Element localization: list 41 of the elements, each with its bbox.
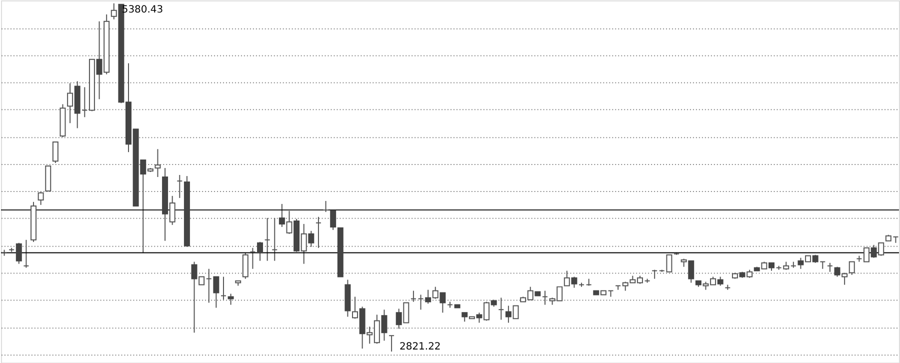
candlestick [432,286,438,300]
candlestick [272,217,278,262]
candlestick [82,86,88,118]
candlestick [110,2,117,20]
annotation: 2821.22 [400,342,441,353]
candlestick [330,210,336,230]
candlestick [820,261,826,270]
candlestick [484,301,490,322]
candlestick [169,195,176,226]
candlestick [388,335,395,352]
candlestick [403,302,410,324]
candlestick [564,270,570,286]
candlestick [410,290,416,302]
candlestick [228,293,234,306]
candlestick [242,252,248,280]
candlestick [315,216,322,248]
candlestick [154,148,161,178]
candlestick [23,239,30,268]
candlestick [352,296,358,320]
candlestick [257,241,264,262]
candlestick [16,242,22,264]
candlestick [498,297,504,320]
candlestick [220,276,226,300]
candlestick [863,247,870,262]
candlestick [264,217,270,262]
candlestick [67,82,74,124]
candlestick [542,290,548,306]
candlestick [250,247,256,270]
candlestick [38,191,44,206]
candlestick [286,210,292,234]
candlestick [176,174,183,198]
candlestick [52,142,58,164]
candlestick [300,223,307,264]
candlestick [615,285,622,290]
candlestick [322,200,329,212]
candlestick [848,261,855,276]
candlestick [842,272,848,286]
candlestick [206,268,212,304]
candlestick [878,242,884,256]
candlestick [418,294,424,310]
candlestick [512,305,519,320]
